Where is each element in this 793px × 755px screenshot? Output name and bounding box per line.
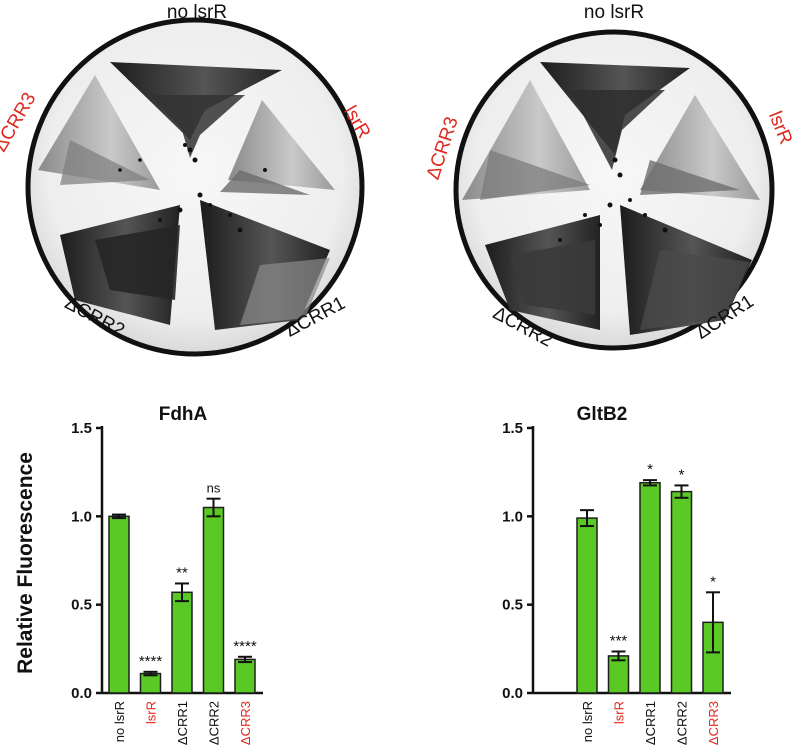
plate-2-colonies <box>558 157 668 242</box>
bar <box>139 672 162 694</box>
y-tick-label: 0.5 <box>502 597 523 614</box>
significance-label: * <box>710 573 716 590</box>
plate-1-streak-bottom-left <box>60 205 180 325</box>
plot-area: 0.0 0.5 1.0 1.5 no lsrR **** lsrR ** ΔCRR1 ns ΔCRR… <box>71 420 263 745</box>
significance-label: ns <box>207 481 221 496</box>
y-tick-label: 0.0 <box>71 685 92 702</box>
bar <box>576 517 598 694</box>
bar <box>202 506 225 694</box>
category-label: ΔCRR1 <box>175 701 190 745</box>
plate-1-label-top: no lsrR <box>167 2 227 23</box>
plate-1-streak-left <box>38 75 160 190</box>
category-label: ΔCRR3 <box>706 701 721 745</box>
bar <box>639 482 661 694</box>
y-tick-label: 0.5 <box>71 597 92 614</box>
significance-label: ** <box>176 564 188 581</box>
y-tick-label: 0.0 <box>502 685 523 702</box>
category-label: ΔCRR2 <box>207 701 222 745</box>
significance-label: **** <box>233 638 257 655</box>
y-tick-label: 1.5 <box>502 420 523 437</box>
plot-area: 0.0 0.5 1.0 1.5 no lsrR *** lsrR * ΔCRR1 * ΔCRR2 * Δ… <box>502 420 731 745</box>
plate-2-streak-bottom-left <box>485 215 600 330</box>
y-tick-label: 1.0 <box>502 508 523 525</box>
plate-1-streak-right <box>220 100 335 195</box>
y-tick-label: 1.0 <box>71 508 92 525</box>
bar <box>171 591 193 694</box>
plate-2-label-right: lsrR <box>764 108 793 147</box>
plate-1 <box>25 17 365 357</box>
category-label: ΔCRR3 <box>238 701 253 745</box>
chart-title: GltB2 <box>577 404 628 425</box>
y-axis-label: Relative Fluorescence <box>14 452 37 674</box>
category-label: no lsrR <box>112 701 127 742</box>
plate-1-streak-bottom-right <box>200 200 330 330</box>
bar <box>234 658 256 694</box>
plate-2-streak-top <box>540 62 690 170</box>
bar <box>108 515 130 694</box>
y-tick-label: 1.5 <box>71 420 92 437</box>
chart-gltb2: GltB2 0.0 0.5 1.0 1.5 no lsrR *** lsrR * ΔCRR1 * Δ… <box>502 404 731 745</box>
plate-1-streak-top <box>110 62 282 158</box>
significance-label: * <box>647 461 653 478</box>
bar <box>607 655 630 694</box>
plate-2-streak-left <box>462 80 590 200</box>
plate-1-colonies <box>118 143 267 233</box>
plate-2-streak-bottom-right <box>620 205 752 335</box>
category-label: ΔCRR2 <box>675 701 690 745</box>
category-label: lsrR <box>144 701 159 724</box>
category-label: lsrR <box>612 701 627 724</box>
significance-label: **** <box>139 653 163 670</box>
chart-fdha: FdhA Relative Fluorescence 0.0 0.5 1.0 1.5 n… <box>14 404 263 745</box>
bar <box>670 490 693 694</box>
plate-2-streak-right <box>640 95 760 200</box>
category-label: ΔCRR1 <box>643 701 658 745</box>
significance-label: *** <box>610 632 628 649</box>
plate-2 <box>453 29 775 351</box>
category-label: no lsrR <box>580 701 595 742</box>
plate-2-label-top: no lsrR <box>584 2 644 23</box>
chart-title: FdhA <box>159 404 208 425</box>
significance-label: * <box>679 466 685 483</box>
